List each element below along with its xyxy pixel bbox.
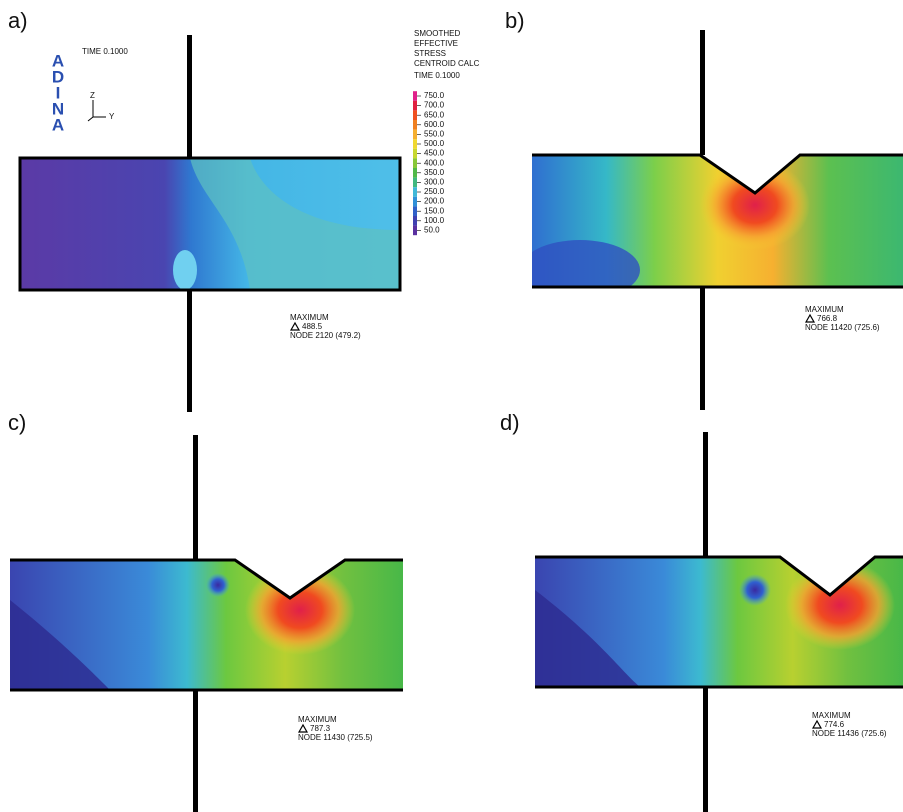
plate-outline bbox=[532, 153, 903, 289]
legend-level: 100.0 bbox=[424, 216, 445, 225]
color-swatch bbox=[413, 110, 417, 120]
legend-title-line: SMOOTHED bbox=[414, 29, 460, 38]
color-swatch bbox=[413, 129, 417, 140]
max-value: 766.8 bbox=[817, 314, 838, 323]
max-title: MAXIMUM bbox=[290, 313, 329, 322]
legend: 750.0700.0650.0600.0550.0500.0450.0400.0… bbox=[413, 91, 445, 236]
legend-level: 400.0 bbox=[424, 158, 445, 167]
color-swatch bbox=[413, 168, 417, 178]
color-swatch bbox=[413, 139, 417, 149]
contour-d bbox=[535, 557, 903, 687]
max-node: NODE 2120 (479.2) bbox=[290, 331, 361, 340]
legend-level: 500.0 bbox=[424, 139, 445, 148]
plate-outline bbox=[18, 156, 402, 292]
max-title: MAXIMUM bbox=[298, 715, 337, 724]
panel-label: c) bbox=[8, 410, 26, 435]
legend-level: 50.0 bbox=[424, 226, 440, 235]
max-marker bbox=[297, 723, 309, 733]
max-value: 488.5 bbox=[302, 322, 323, 331]
color-swatch bbox=[413, 187, 417, 197]
legend-title-line: STRESS bbox=[414, 49, 446, 58]
plate-outline bbox=[535, 555, 903, 689]
color-swatch bbox=[413, 225, 417, 236]
max-title: MAXIMUM bbox=[812, 711, 851, 720]
legend-level: 350.0 bbox=[424, 168, 445, 177]
axes-triad bbox=[87, 100, 106, 122]
pin bbox=[187, 290, 192, 412]
max-node: NODE 11436 (725.6) bbox=[812, 729, 887, 738]
pin bbox=[193, 435, 198, 560]
legend-level: 750.0 bbox=[424, 91, 445, 100]
panel-label: a) bbox=[8, 8, 28, 33]
logo-time: TIME 0.1000 bbox=[82, 47, 128, 56]
color-swatch bbox=[413, 100, 417, 111]
color-swatch bbox=[413, 206, 417, 216]
plate-outline bbox=[10, 558, 403, 692]
color-swatch bbox=[413, 148, 417, 159]
logo-letter: A bbox=[52, 51, 64, 70]
legend-level: 150.0 bbox=[424, 206, 445, 215]
legend-level: 650.0 bbox=[424, 110, 445, 119]
contour-b bbox=[532, 155, 903, 287]
contour-c bbox=[10, 560, 403, 690]
axis-z: Z bbox=[90, 91, 95, 100]
legend-level: 550.0 bbox=[424, 130, 445, 139]
legend-time: TIME 0.1000 bbox=[414, 71, 460, 80]
legend-level: 700.0 bbox=[424, 101, 445, 110]
logo-letter: D bbox=[52, 67, 64, 86]
max-value: 774.6 bbox=[824, 720, 845, 729]
pin bbox=[193, 690, 198, 812]
legend-level: 600.0 bbox=[424, 120, 445, 129]
color-swatch bbox=[413, 91, 417, 101]
color-swatch bbox=[413, 216, 417, 226]
color-swatch bbox=[413, 196, 417, 207]
max-title: MAXIMUM bbox=[805, 305, 844, 314]
pin bbox=[700, 287, 705, 410]
contour-a bbox=[20, 158, 400, 290]
legend-level: 300.0 bbox=[424, 178, 445, 187]
axis-y: Y bbox=[109, 112, 115, 121]
color-swatch bbox=[413, 120, 417, 130]
legend-level: 450.0 bbox=[424, 149, 445, 158]
pin bbox=[703, 687, 708, 812]
max-node: NODE 11420 (725.6) bbox=[805, 323, 880, 332]
logo-letter: N bbox=[52, 99, 64, 118]
color-swatch bbox=[413, 177, 417, 188]
max-marker bbox=[804, 313, 816, 323]
pin bbox=[700, 30, 705, 155]
legend-title-line: CENTROID CALC bbox=[414, 59, 480, 68]
logo-letter: I bbox=[56, 83, 61, 102]
max-marker bbox=[811, 719, 823, 729]
max-value: 787.3 bbox=[310, 724, 331, 733]
panel-label: d) bbox=[500, 410, 520, 435]
logo-letter: A bbox=[52, 115, 64, 134]
pin bbox=[187, 35, 192, 158]
legend-level: 200.0 bbox=[424, 197, 445, 206]
max-node: NODE 11430 (725.5) bbox=[298, 733, 373, 742]
panel-label: b) bbox=[505, 8, 525, 33]
pin bbox=[703, 432, 708, 557]
legend-title-line: EFFECTIVE bbox=[414, 39, 458, 48]
max-marker bbox=[289, 321, 301, 331]
legend-level: 250.0 bbox=[424, 187, 445, 196]
color-swatch bbox=[413, 158, 417, 168]
